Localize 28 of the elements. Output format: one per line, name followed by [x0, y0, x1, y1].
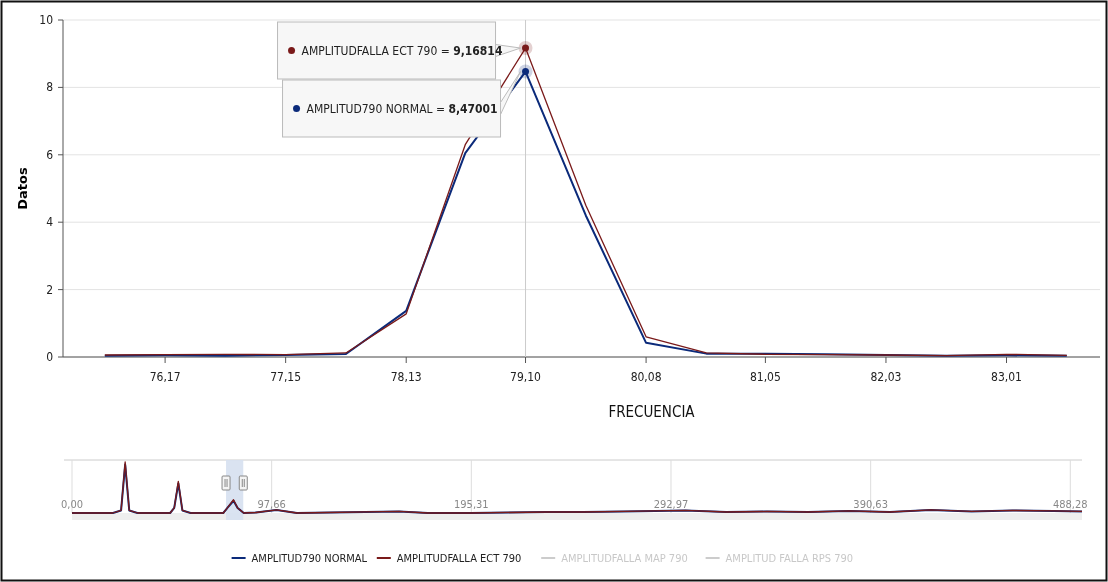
- x-tick-label: 82,03: [870, 370, 902, 384]
- x-tick-label: 0,00: [60, 498, 84, 511]
- x-tick-label: 80,08: [630, 370, 662, 384]
- x-axis-title: FRECUENCIA: [608, 403, 696, 421]
- y-tick-label: 4: [46, 215, 54, 230]
- x-tick-label: 292,97: [653, 498, 689, 511]
- annotation: AMPLITUDFALLA ECT 790 = 9,16814: [301, 43, 503, 58]
- y-tick-label: 10: [39, 13, 54, 27]
- x-tick-label: 77,15: [270, 370, 302, 384]
- y-tick-label: 2: [46, 282, 53, 297]
- legend-label: AMPLITUD790 NORMAL: [251, 552, 368, 565]
- x-tick-label: 78,13: [390, 370, 422, 384]
- legend-label: AMPLITUDFALLA ECT 790: [396, 552, 522, 565]
- y-axis-title: Datos: [15, 167, 30, 210]
- x-tick-label: 81,05: [749, 370, 781, 384]
- y-tick-label: 0: [46, 350, 54, 364]
- x-tick-label: 79,10: [510, 370, 542, 384]
- y-tick-label: 8: [46, 80, 54, 95]
- annotation: AMPLITUD790 NORMAL = 8,47001: [306, 101, 498, 116]
- y-tick-label: 6: [46, 147, 54, 162]
- x-tick-label: 195,31: [454, 498, 489, 511]
- x-tick-label: 488,28: [1052, 498, 1088, 511]
- x-tick-label: 390,63: [853, 498, 888, 511]
- x-tick-label: 83,01: [991, 370, 1022, 384]
- tooltip-callout: AMPLITUD790 NORMAL = 8,47001: [282, 64, 533, 138]
- x-tick-label: 97,66: [257, 498, 286, 511]
- tooltip-callout: AMPLITUDFALLA ECT 790 = 9,16814: [277, 21, 533, 80]
- x-tick-label: 76,17: [149, 370, 181, 384]
